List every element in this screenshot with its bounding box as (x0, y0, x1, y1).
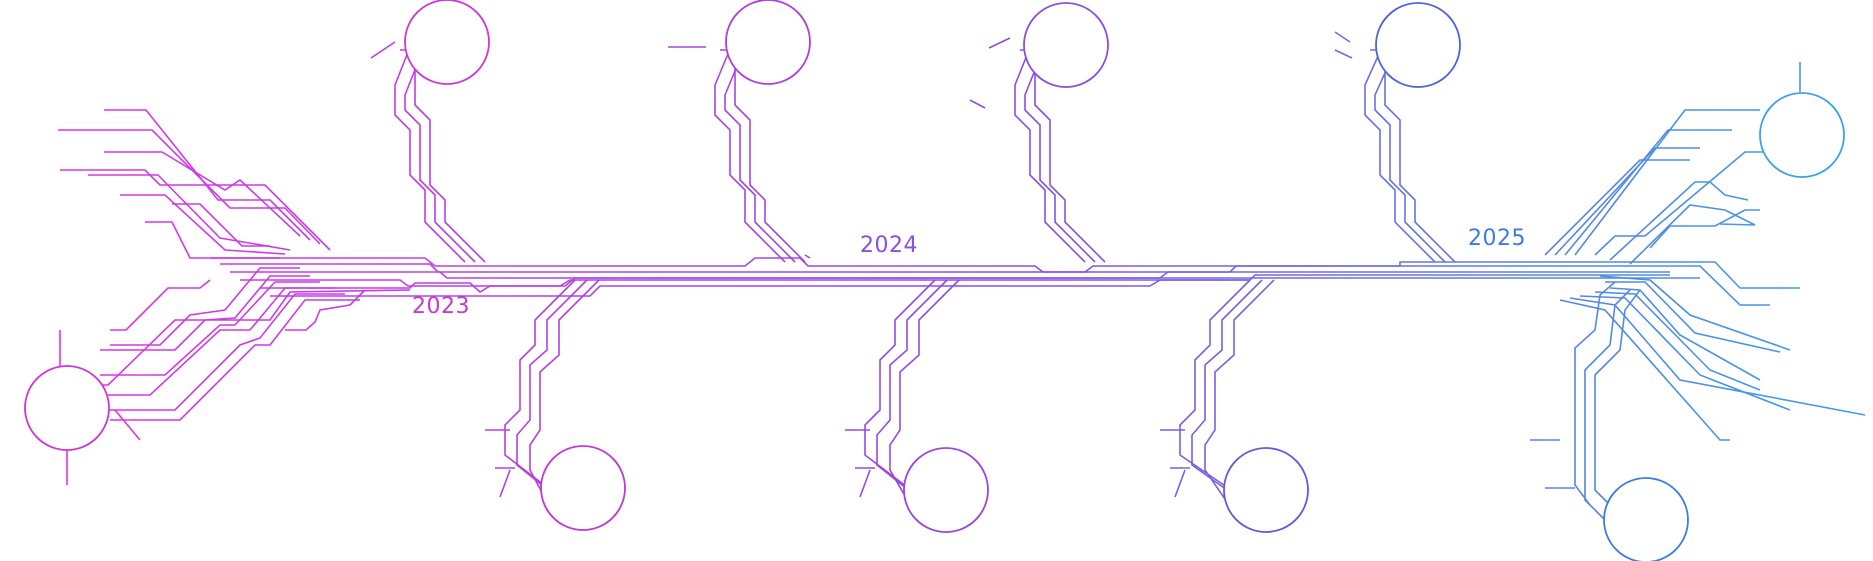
milestone-node-m9[interactable] (1603, 477, 1689, 561)
left-fan-trace (110, 279, 211, 331)
right-fan-trace (1569, 297, 1866, 416)
right-fan-trace (1564, 129, 1732, 256)
milestone-node-m1[interactable] (24, 365, 110, 451)
branch-stub (988, 37, 1011, 49)
left-fan-trace (110, 299, 360, 421)
left-fan-trace (145, 221, 280, 259)
milestone-node-m2[interactable] (404, 0, 490, 85)
branch-stub (1334, 31, 1351, 43)
left-fan-trace (108, 293, 345, 411)
branch-stub (499, 469, 511, 498)
right-fan-trace (1629, 204, 1756, 265)
right-fan-trace (1544, 159, 1690, 256)
right-fan-trace (1599, 275, 1791, 351)
branch-trace (1204, 279, 1275, 516)
right-fan-trace (1594, 291, 1761, 391)
left-fan-trace (100, 289, 411, 386)
branch-trace (876, 279, 948, 501)
branch-stub (969, 99, 986, 109)
left-fan-trace (100, 281, 320, 376)
right-fan-trace (1579, 295, 1791, 411)
bus-line (260, 277, 1700, 293)
right-fan-trace (1554, 147, 1700, 256)
branch-trace (529, 279, 600, 514)
right-fan-trace (1574, 109, 1760, 256)
branch-trace (1384, 29, 1456, 263)
left-fan-trace (104, 151, 301, 237)
branch-trace (1014, 44, 1086, 263)
branch-stub (859, 469, 871, 498)
branch-trace (516, 279, 588, 499)
milestone-node-m7[interactable] (1223, 447, 1309, 533)
bus-line (210, 257, 1640, 273)
branch-trace (504, 279, 576, 489)
branch-trace (734, 26, 806, 263)
branch-trace (724, 51, 796, 263)
left-fan-trace (110, 267, 300, 346)
branch-stub (1174, 469, 1186, 498)
branch-stub (1334, 49, 1353, 59)
branch-trace (864, 279, 936, 491)
right-fan-trace (1609, 181, 1749, 261)
right-fan-trace (1559, 299, 1730, 441)
left-fan-stub (114, 409, 141, 441)
right-fan-trace (1649, 209, 1760, 249)
left-fan-trace (285, 289, 366, 331)
circuit-traces (58, 26, 1866, 521)
bus-line (220, 263, 1650, 273)
milestone-node-m5[interactable] (903, 447, 989, 533)
right-fan-trace (1594, 151, 1770, 256)
branch-trace (1179, 279, 1251, 491)
branch-trace (714, 41, 786, 263)
left-fan-trace (88, 174, 291, 251)
branch-trace (1374, 54, 1446, 263)
left-fan-trace (120, 194, 286, 255)
right-fan-trace (1640, 261, 1800, 289)
left-fan-trace (172, 203, 270, 247)
branch-trace (1034, 29, 1106, 263)
right-fan-trace (1605, 281, 1781, 353)
branch-stub (370, 41, 396, 59)
bus-line (240, 274, 1670, 287)
branch-trace (404, 51, 476, 263)
left-fan-trace (104, 109, 311, 241)
right-fan-trace (1650, 265, 1770, 306)
milestone-node-m3[interactable] (540, 445, 626, 531)
year-label-2024: 2024 (860, 233, 918, 258)
milestone-node-m6[interactable] (1023, 2, 1109, 88)
bus-line (804, 254, 811, 259)
branch-trace (1364, 44, 1436, 263)
branch-trace (1191, 279, 1263, 501)
milestone-nodes (24, 0, 1845, 561)
right-fan-trace (1609, 287, 1761, 381)
left-fan-trace (60, 169, 331, 251)
milestone-node-m8[interactable] (1375, 2, 1461, 88)
branch-trace (1024, 54, 1096, 263)
branch-trace (1574, 281, 1616, 506)
milestone-node-m4[interactable] (725, 0, 811, 85)
branch-trace (889, 279, 960, 516)
branch-trace (414, 26, 486, 263)
left-fan-trace (58, 129, 321, 245)
branch-trace (394, 41, 466, 263)
milestone-node-m10[interactable] (1759, 92, 1845, 178)
left-fan-trace (100, 287, 335, 396)
bus-line (270, 279, 1250, 297)
left-fan-trace (100, 275, 310, 351)
year-label-2025: 2025 (1468, 226, 1526, 251)
year-label-2023: 2023 (412, 294, 470, 319)
branch-trace (1594, 289, 1641, 506)
